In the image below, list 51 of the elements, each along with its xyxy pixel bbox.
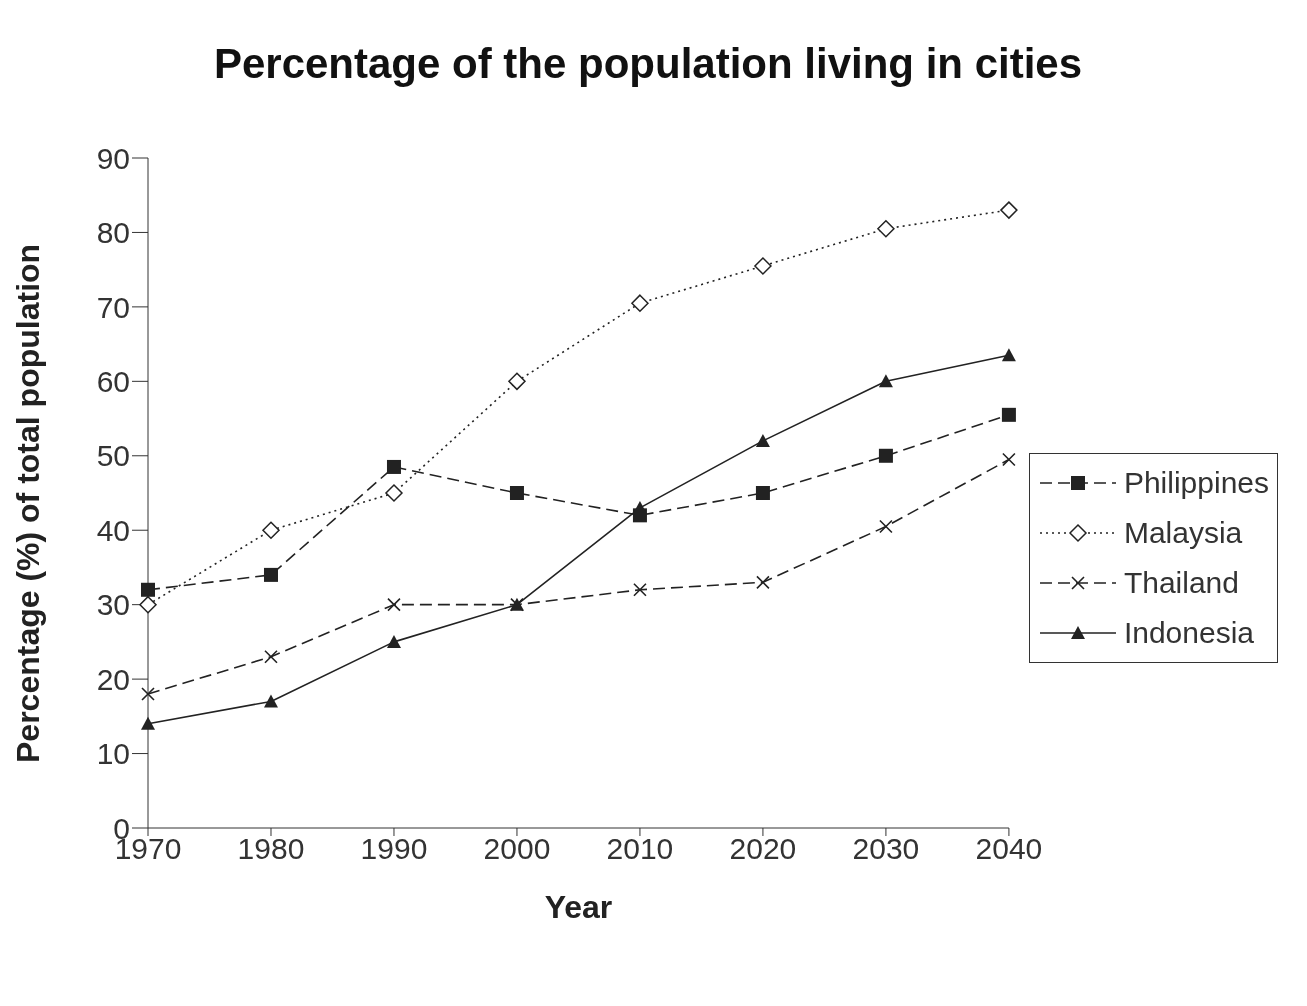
y-tick-label: 40 [96,513,130,547]
point [263,567,278,582]
y-tick-label: 90 [96,141,130,175]
point [386,634,401,648]
point [385,484,403,502]
point [1000,201,1018,219]
point [755,486,770,500]
point [509,486,524,500]
y-tick-label: 60 [96,364,130,398]
point [879,519,893,534]
point [631,294,649,312]
x-tick-label: 1990 [360,832,428,866]
point [878,448,893,463]
point [141,687,155,701]
legend-label: Malaysia [1123,516,1243,550]
point [141,716,155,730]
point [877,219,895,238]
x-tick-label: 2030 [852,832,920,866]
point [1001,407,1016,422]
point [878,374,893,388]
y-tick-label: 70 [96,290,130,324]
chart-title: Percentage of the population living in cities [212,40,1084,88]
legend-label: Thailand [1123,566,1239,600]
y-tick-label: 10 [96,737,130,771]
x-tick-label: 1980 [237,832,305,866]
x-tick-label: 2010 [606,832,674,866]
x-axis-title: Year [544,889,613,925]
y-tick-label: 30 [96,588,130,622]
point [387,597,401,612]
point [141,582,155,597]
x-tick-label: 2020 [729,832,797,866]
x-tick-label: 2000 [483,832,551,866]
y-tick-label: 80 [96,216,130,250]
point [139,595,157,614]
legend-label: Philippines [1123,466,1269,500]
legend-label: Indonesia [1123,616,1255,650]
point [754,257,772,275]
point [508,372,526,391]
point [1002,452,1016,467]
point [262,521,280,539]
point [756,575,770,590]
y-axis-title: Percentage (%) of total population [10,243,47,763]
point [633,582,647,597]
point [263,694,278,708]
point [386,459,401,474]
point [1001,348,1016,362]
point [755,433,770,447]
point [264,649,278,664]
y-tick-label: 50 [96,439,130,473]
y-tick-label: 20 [96,662,130,696]
x-tick-label: 2040 [975,832,1043,866]
